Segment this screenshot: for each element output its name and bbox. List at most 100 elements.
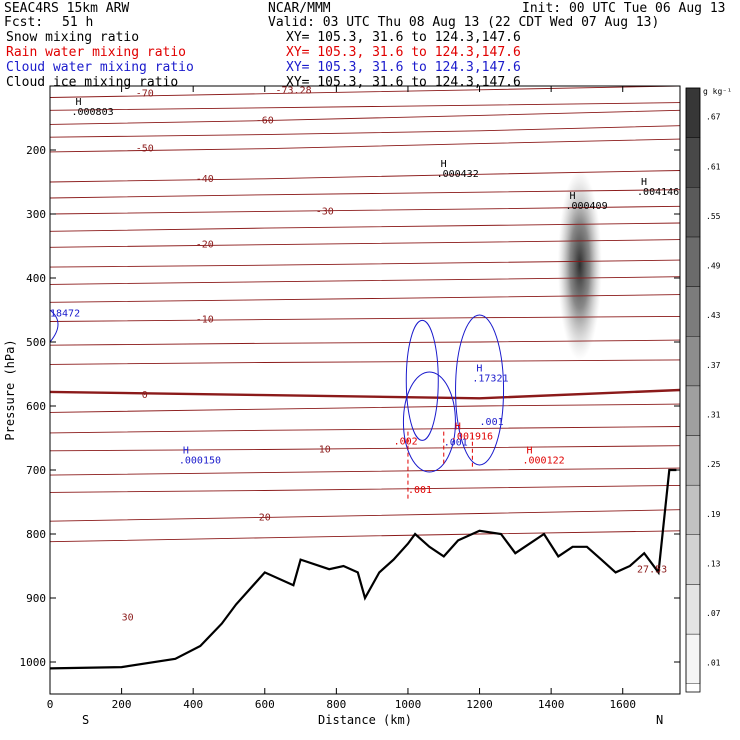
colorbar-segment	[685, 633, 701, 684]
colorbar-tick-label: .07	[706, 609, 721, 618]
isotherm-line	[50, 109, 680, 125]
colorbar-segment	[685, 336, 701, 387]
cloud-water-contour	[50, 309, 59, 343]
isotherm-line	[50, 403, 680, 413]
colorbar-tick-label: .01	[706, 659, 721, 668]
extremum-value: 27.53	[637, 564, 667, 575]
field-rain-xy: XY= 105.3, 31.6 to 124.3,147.6	[286, 45, 521, 60]
isotherm-line	[50, 467, 680, 476]
isotherm-line	[50, 530, 680, 543]
y-tick-label: 1000	[20, 656, 47, 669]
extremum-value: .001	[408, 485, 432, 496]
isotherm-line	[50, 125, 680, 138]
y-tick-label: 800	[26, 528, 46, 541]
colorbar-segment	[685, 385, 701, 436]
forecast-label: Fcst:	[4, 15, 44, 30]
extremum-marker: H	[441, 159, 447, 170]
cloud-water-contour	[402, 371, 456, 473]
colorbar-segment	[685, 435, 701, 486]
isotherm-line	[50, 509, 680, 522]
x-axis-label: Distance (km)	[318, 713, 412, 727]
colorbar-tick-label: .13	[706, 559, 721, 568]
y-tick-label: 900	[26, 592, 46, 605]
valid-time: Valid: 03 UTC Thu 08 Aug 13 (22 CDT Wed …	[268, 15, 660, 30]
org-label: NCAR/MMM	[268, 1, 331, 16]
snow-shading	[557, 170, 602, 361]
field-cloud-ice-name: Cloud ice mixing ratio	[6, 75, 179, 90]
extremum-marker: H	[476, 364, 482, 375]
isotherm-line	[50, 339, 680, 346]
colorbar-segment	[685, 236, 701, 287]
x-tick-label: 1400	[538, 698, 565, 711]
extremum-value: .004146	[637, 187, 679, 198]
colorbar-tick-label: .49	[706, 262, 721, 271]
extremum-value: .000122	[523, 456, 565, 467]
extremum-value: .000409	[565, 201, 607, 212]
init-time: Init: 00 UTC Tue 06 Aug 13	[522, 1, 726, 16]
isotherm-line	[50, 359, 680, 365]
isotherm-label: -40	[196, 174, 214, 185]
x-tick-label: 600	[255, 698, 275, 711]
colorbar-tick-label: .37	[706, 361, 721, 370]
isotherm-line	[50, 484, 680, 493]
extremum-marker: H	[527, 446, 533, 457]
plot-frame	[49, 85, 681, 695]
freezing-level-line	[50, 388, 680, 400]
endpoint-south: S	[82, 713, 89, 727]
y-axis-label: Pressure (hPa)	[3, 339, 17, 440]
extremum-marker: H	[183, 446, 189, 457]
isotherm-label: -50	[136, 144, 154, 155]
x-tick-label: 1600	[609, 698, 636, 711]
field-rain-name: Rain water mixing ratio	[6, 45, 187, 60]
isotherm-line	[50, 170, 680, 183]
y-tick-label: 500	[26, 336, 46, 349]
y-tick-label: 400	[26, 272, 46, 285]
isotherm-label: -70	[136, 89, 154, 100]
y-tick-label: 300	[26, 208, 46, 221]
colorbar-segment	[685, 286, 701, 337]
isotherm-line	[50, 315, 680, 322]
terrain-line	[50, 468, 677, 670]
x-tick-label: 1200	[466, 698, 493, 711]
y-tick-label: 700	[26, 464, 46, 477]
extremum-value: .001916	[451, 431, 493, 442]
isotherm-line	[50, 259, 680, 268]
isotherm-line	[50, 222, 680, 232]
extremum-marker: H	[641, 177, 647, 188]
isotherm-line	[50, 294, 680, 303]
colorbar-segment	[685, 137, 701, 188]
isotherm-line	[50, 239, 680, 248]
forecast-hours: 51 h	[62, 15, 94, 30]
isotherm-line	[50, 102, 680, 111]
colorbar-segment	[685, 484, 701, 535]
y-tick-label: 200	[26, 144, 46, 157]
colorbar-tick-label: .67	[706, 113, 721, 122]
isotherm-line	[50, 276, 680, 285]
colorbar-unit: g kg⁻¹	[703, 87, 732, 96]
extremum-value: .001	[444, 438, 468, 449]
cloud-water-contour	[455, 314, 505, 466]
x-tick-label: 200	[112, 698, 132, 711]
colorbar-segment	[685, 534, 701, 585]
isotherm-label: -20	[196, 240, 214, 251]
x-tick-label: 800	[326, 698, 346, 711]
extremum-marker: H	[455, 421, 461, 432]
isotherm-label: 0	[142, 390, 148, 401]
endpoint-north: N	[656, 713, 663, 727]
colorbar-tick-label: .31	[706, 411, 721, 420]
isotherm-label: -30	[316, 206, 334, 217]
extremum-value: 18472	[50, 308, 80, 319]
x-tick-label: 1000	[395, 698, 422, 711]
colorbar-frame	[685, 87, 701, 693]
field-snow-xy: XY= 105.3, 31.6 to 124.3,147.6	[286, 30, 521, 45]
isotherm-label: 20	[259, 512, 271, 523]
isotherm-line	[50, 138, 680, 153]
x-tick-label: 0	[47, 698, 54, 711]
extremum-marker: H	[75, 97, 81, 108]
colorbar-tick-label: .55	[706, 212, 721, 221]
isotherm-line	[50, 445, 680, 452]
cloud-water-contour	[405, 319, 439, 441]
isotherm-label: -10	[196, 315, 214, 326]
field-cloud-water-xy: XY= 105.3, 31.6 to 124.3,147.6	[286, 60, 521, 75]
